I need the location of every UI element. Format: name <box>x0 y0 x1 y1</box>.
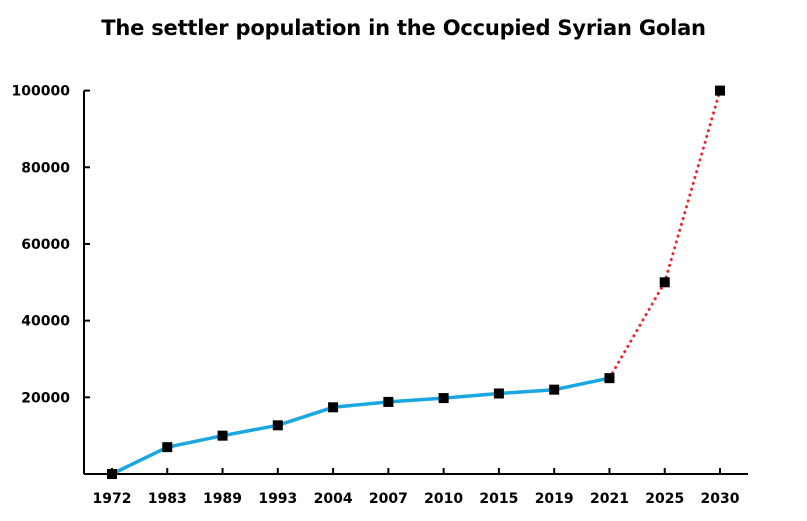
data-point-marker <box>272 420 283 431</box>
data-point-marker <box>162 442 173 453</box>
data-point-marker <box>107 469 117 479</box>
series-layer <box>110 89 722 476</box>
x-tick-label: 2025 <box>645 491 684 507</box>
x-tick-label: 2030 <box>701 491 740 507</box>
data-point-marker <box>383 396 394 407</box>
x-tick-label: 2004 <box>314 491 353 507</box>
data-point-marker <box>438 393 449 404</box>
x-tick-label: 1972 <box>93 491 132 507</box>
x-tick-label: 1993 <box>258 491 297 507</box>
data-point-marker <box>217 430 228 441</box>
marker-layer <box>107 85 725 479</box>
series-line-projected <box>608 89 722 380</box>
y-tick-label: 60000 <box>21 237 70 253</box>
x-tick-label: 2019 <box>535 491 574 507</box>
x-tick-label: 2007 <box>369 491 408 507</box>
data-point-marker <box>328 402 339 413</box>
y-tick-label: 80000 <box>21 160 70 176</box>
x-tick-label: 2010 <box>424 491 463 507</box>
y-axis-ticks: 20000 40000 60000 80000 100000 <box>12 84 90 406</box>
x-tick-label: 1989 <box>203 491 242 507</box>
x-tick-label: 1983 <box>148 491 187 507</box>
x-tick-label: 2021 <box>590 491 629 507</box>
data-point-marker <box>493 388 504 399</box>
series-line-recorded <box>110 376 612 476</box>
y-tick-label: 100000 <box>12 84 71 100</box>
y-tick-label: 20000 <box>21 390 70 406</box>
data-point-marker <box>549 384 560 395</box>
data-point-marker <box>715 85 725 96</box>
data-point-marker <box>604 373 615 384</box>
x-tick-label: 2015 <box>479 491 518 507</box>
x-axis-ticks: 1972 1983 1989 1993 2004 2007 2010 2015 2019 2021… <box>93 468 740 507</box>
y-tick-label: 40000 <box>21 314 70 330</box>
chart-title: The settler population in the Occupied S… <box>101 16 706 40</box>
data-point-marker <box>659 277 670 288</box>
